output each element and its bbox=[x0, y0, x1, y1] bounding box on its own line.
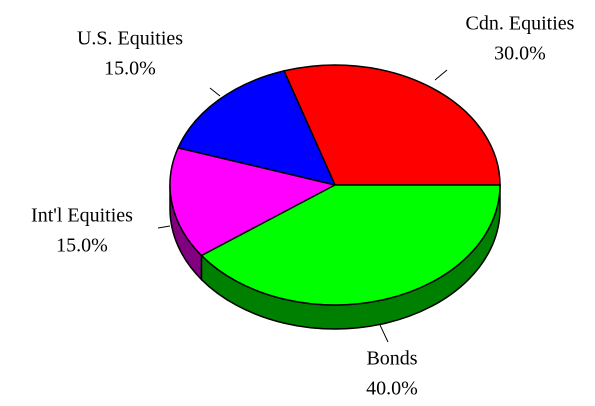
slice-label: Bonds bbox=[366, 348, 417, 370]
slice bbox=[282, 64, 501, 186]
slice-label: U.S. Equities bbox=[77, 28, 183, 50]
slice-value-label: 30.0% bbox=[494, 43, 546, 65]
slice-value-label: 40.0% bbox=[366, 378, 418, 400]
slice bbox=[169, 147, 338, 257]
slice-value-label: 15.0% bbox=[56, 235, 108, 257]
leader-line bbox=[434, 69, 448, 81]
slice-label: Int'l Equities bbox=[31, 205, 133, 227]
slice-value-label: 15.0% bbox=[104, 58, 156, 80]
slice-label: Cdn. Equities bbox=[466, 13, 575, 35]
slice bbox=[200, 184, 501, 306]
leader-line bbox=[209, 87, 221, 97]
leader-line bbox=[157, 225, 171, 229]
leader-line bbox=[379, 324, 389, 343]
